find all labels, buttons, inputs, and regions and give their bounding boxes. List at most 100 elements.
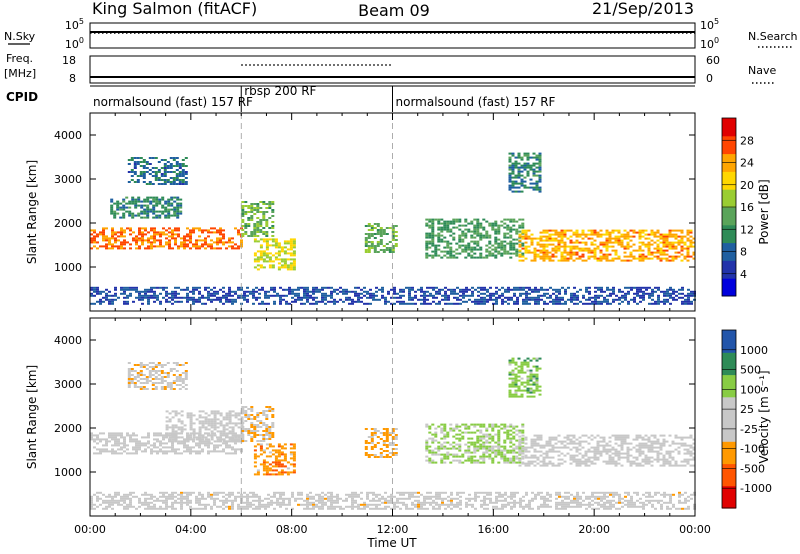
power-cell-9 [579,288,582,291]
power-cell-4 [271,240,275,243]
velocity-cell-8 [569,448,573,451]
power-cell-7 [526,162,530,165]
power-cell-9 [192,292,195,295]
power-cell-0 [90,247,93,250]
power-cell-0 [186,227,189,230]
velocity-cell-0 [105,440,108,443]
power-cell-9 [603,296,606,299]
noise-panel-frame [89,22,696,49]
power-cell-3 [250,205,254,207]
velocity-cell-1 [177,432,181,435]
velocity-cell-4 [283,453,287,456]
power-cell-9 [237,288,240,291]
power-cell-3 [253,235,257,237]
velocity-cell-6 [425,425,429,428]
power-cell-6 [455,252,459,255]
power-cell-6 [503,234,507,237]
velocity-cell-4 [286,461,290,464]
power-cell-9 [513,288,516,291]
power-cell-3 [256,227,260,229]
power-cell-2 [181,169,185,171]
power-cell-8 [680,245,684,248]
power-cell-9 [645,292,648,295]
power-cell-9 [315,288,318,291]
velocity-cell-8 [617,450,621,453]
velocity-cell-0 [132,434,135,437]
power-cell-9 [126,288,129,291]
power-cell-0 [171,233,174,236]
power-cell-5 [379,239,383,241]
power-cell-9 [444,286,447,289]
power-cell-2 [133,171,137,173]
velocity-cell-6 [443,435,447,438]
velocity-cell-5 [394,436,398,438]
power-cell-2 [181,183,185,185]
power-cell-3 [265,231,269,233]
power-cell-8 [569,239,573,242]
velocity-cell-3 [265,426,269,428]
power-cell-8 [686,245,690,248]
velocity-cell-2 [169,388,173,390]
velocity-cell-6 [497,443,501,446]
power-cell-6 [500,220,504,223]
velocity-cell-6 [491,461,495,464]
power-cell-6 [470,256,474,259]
power-cell-9 [204,288,207,291]
power-cell-3 [256,221,260,223]
power-cell-7 [526,172,530,175]
power-cell-7 [508,188,512,191]
velocity-cell-8 [575,448,579,451]
power-cell-9 [681,302,684,305]
velocity-cell-8 [602,438,606,441]
velocity-cell-0 [189,450,192,453]
velocity-cell-0 [231,432,234,435]
power-cell-0 [237,247,240,250]
power-cell-8 [650,239,654,242]
velocity-cell-0 [171,450,174,453]
velocity-cell-8 [617,438,621,441]
power-cell-6 [491,228,495,231]
velocity-cell-1 [237,436,241,439]
power-cell-7 [520,182,524,185]
power-cell-9 [141,296,144,299]
power-cell-5 [367,241,371,243]
velocity-cell-0 [132,446,135,449]
velocity-cell-8 [524,446,528,449]
velocity-cell-1 [219,430,223,433]
velocity-cell-0 [195,450,198,453]
power-cell-2 [133,165,137,167]
power-cell-4 [271,244,275,247]
velocity-cell-4 [265,455,269,458]
power-cell-9 [330,290,333,293]
velocity-cell-8 [524,436,528,439]
power-cell-2 [148,183,152,185]
power-cell-9 [483,296,486,299]
power-cell-0 [120,229,123,232]
power-cell-6 [479,226,483,229]
power-cell-0 [105,237,108,240]
velocity-cell-0 [192,440,195,443]
velocity-cell-8 [518,440,522,443]
power-cell-9 [582,294,585,297]
velocity-cell-6 [470,437,474,440]
velocity-cell-0 [156,446,159,449]
velocity-cell-7 [526,381,530,384]
velocity-cell-4 [265,465,269,468]
velocity-cell-8 [569,440,573,443]
velocity-cell-6 [512,451,516,454]
power-cell-4 [253,252,257,255]
velocity-cell-2 [157,382,161,384]
power-cell-9 [372,294,375,297]
power-cell-8 [524,231,528,234]
power-cell-9 [282,294,285,297]
velocity-cell-0 [201,440,204,443]
velocity-cell-7 [520,363,524,366]
velocity-cell-5 [388,434,392,436]
velocity-cell-8 [545,462,549,465]
power-cell-9 [423,298,426,301]
power-cell-0 [171,231,174,234]
velocity-cell-3 [259,426,263,428]
power-cell-6 [479,236,483,239]
power-cell-9 [126,302,129,305]
power-cell-9 [90,302,93,305]
